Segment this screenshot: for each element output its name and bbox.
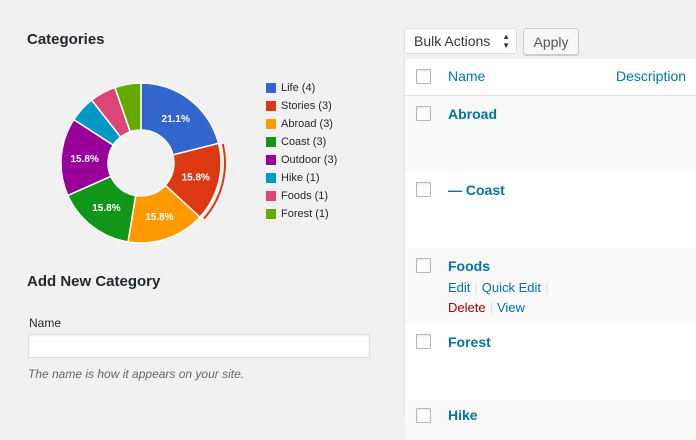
legend-item-abroad: Abroad (3) bbox=[266, 115, 337, 133]
column-description-header[interactable]: Description bbox=[616, 68, 687, 84]
legend-swatch bbox=[266, 119, 276, 129]
table-header: Name Description bbox=[405, 59, 696, 96]
separator: | bbox=[545, 280, 549, 295]
legend-label: Hike (1) bbox=[281, 172, 320, 184]
separator: | bbox=[474, 280, 478, 295]
bulk-actions-select[interactable]: Bulk Actions ▲ ▼ bbox=[404, 28, 517, 54]
pie-slice-forest[interactable] bbox=[113, 82, 142, 133]
legend-label: Life (4) bbox=[281, 82, 316, 94]
row-checkbox[interactable] bbox=[416, 334, 431, 349]
slice-label-life: 21.1% bbox=[162, 114, 190, 125]
row-checkbox[interactable] bbox=[416, 182, 431, 197]
add-new-category-heading: Add New Category bbox=[27, 273, 161, 290]
table-row: Foods Edit | Quick Edit | Delete | View bbox=[405, 248, 696, 324]
legend-swatch bbox=[266, 137, 276, 147]
apply-button[interactable]: Apply bbox=[523, 28, 579, 55]
categories-table: Name Description Abroad — Coast Foods Ed… bbox=[404, 59, 696, 440]
table-row: Abroad bbox=[405, 96, 696, 172]
legend-item-coast: Coast (3) bbox=[266, 133, 337, 151]
slice-label-coast: 15.8% bbox=[92, 203, 120, 214]
name-label: Name bbox=[29, 316, 62, 330]
slice-highlight-arc bbox=[203, 143, 226, 220]
legend-label: Coast (3) bbox=[281, 136, 327, 148]
row-title-link[interactable]: Abroad bbox=[448, 106, 497, 122]
legend-swatch bbox=[266, 191, 276, 201]
legend-label: Foods (1) bbox=[281, 190, 329, 202]
legend-label: Abroad (3) bbox=[281, 118, 333, 130]
row-title-link[interactable]: Hike bbox=[448, 407, 478, 423]
left-panel: Categories 21.1% 15.8% 15.8% 15.8% 15.8% Lif… bbox=[27, 31, 370, 381]
view-link[interactable]: View bbox=[496, 300, 525, 315]
legend-item-forest: Forest (1) bbox=[266, 205, 337, 223]
legend-label: Forest (1) bbox=[281, 208, 329, 220]
quick-edit-link[interactable]: Quick Edit bbox=[481, 280, 542, 295]
legend-item-hike: Hike (1) bbox=[266, 169, 337, 187]
table-row: — Coast bbox=[405, 172, 696, 248]
separator: | bbox=[489, 300, 493, 315]
legend-label: Stories (3) bbox=[281, 100, 332, 112]
legend-swatch bbox=[266, 83, 276, 93]
slice-label-outdoor: 15.8% bbox=[70, 154, 98, 165]
chart-legend: Life (4) Stories (3) Abroad (3) Coast (3) Ou… bbox=[266, 79, 337, 223]
categories-heading: Categories bbox=[27, 31, 105, 48]
table-row: Hike bbox=[405, 400, 696, 440]
legend-item-outdoor: Outdoor (3) bbox=[266, 151, 337, 169]
delete-link[interactable]: Delete bbox=[448, 300, 486, 315]
select-arrows-icon: ▲ ▼ bbox=[502, 32, 510, 50]
legend-swatch bbox=[266, 155, 276, 165]
row-checkbox[interactable] bbox=[416, 408, 431, 423]
select-all-checkbox[interactable] bbox=[416, 69, 431, 84]
slice-label-abroad: 15.8% bbox=[145, 212, 173, 223]
bulk-actions-label: Bulk Actions bbox=[414, 33, 491, 49]
legend-swatch bbox=[266, 209, 276, 219]
legend-swatch bbox=[266, 173, 276, 183]
legend-item-stories: Stories (3) bbox=[266, 97, 337, 115]
legend-label: Outdoor (3) bbox=[281, 154, 338, 166]
edit-link[interactable]: Edit bbox=[448, 280, 471, 295]
row-title-link[interactable]: Foods bbox=[448, 258, 490, 274]
pie-slice-life[interactable] bbox=[140, 82, 220, 156]
row-checkbox[interactable] bbox=[416, 106, 431, 121]
legend-swatch bbox=[266, 101, 276, 111]
row-title-link[interactable]: Forest bbox=[448, 334, 491, 350]
table-row: Forest bbox=[405, 324, 696, 400]
legend-item-foods: Foods (1) bbox=[266, 187, 337, 205]
legend-item-life: Life (4) bbox=[266, 79, 337, 97]
slice-label-stories: 15.8% bbox=[182, 172, 210, 183]
categories-donut-chart: 21.1% 15.8% 15.8% 15.8% 15.8% bbox=[60, 82, 226, 244]
row-actions: Edit | Quick Edit | Delete | View bbox=[448, 278, 552, 318]
name-hint: The name is how it appears on your site. bbox=[28, 367, 245, 381]
row-checkbox[interactable] bbox=[416, 258, 431, 273]
row-title-link[interactable]: — Coast bbox=[448, 182, 505, 198]
name-input[interactable] bbox=[28, 334, 370, 358]
column-name-header[interactable]: Name bbox=[448, 68, 486, 84]
